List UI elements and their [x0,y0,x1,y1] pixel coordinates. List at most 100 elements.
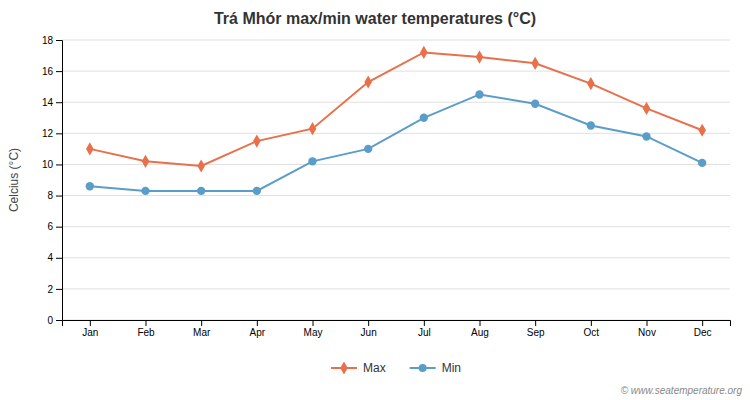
x-tick-mark [480,320,481,326]
y-tick-mark [56,258,62,259]
grid-line [62,40,730,41]
x-tick-label: Nov [638,327,656,338]
x-tick: May [304,320,323,338]
data-point [86,142,94,155]
x-tick: Jul [418,320,431,338]
y-tick: 16 [42,66,62,77]
y-tick: 18 [42,35,62,46]
series [86,90,707,195]
x-tick-label: Aug [471,327,489,338]
x-tick-mark [591,320,592,326]
x-tick-mark [257,320,258,326]
x-tick-mark [90,320,91,326]
x-tick-label: Sep [527,327,545,338]
grid-line [62,195,730,196]
x-tick-label: Oct [584,327,600,338]
y-axis-line [56,41,63,321]
y-tick: 12 [42,128,62,139]
data-point [364,145,372,153]
y-tick-mark [56,227,62,228]
series-group [86,46,707,195]
title: Trá Mhór max/min water temperatures (°C) [214,10,536,27]
x-tick-label: Feb [137,327,155,338]
series-line [90,52,702,166]
data-point [587,121,595,129]
legend-item: Min [410,361,461,375]
x-axis-line [63,321,731,327]
x-tick-label: Apr [250,327,266,338]
y-tick: 14 [42,97,62,108]
y-tick: 8 [47,190,62,201]
y-tick-mark [56,71,62,72]
grid-line [62,71,730,72]
x-tick-label: Jul [418,327,431,338]
x-tick: Dec [694,320,712,338]
x-tick-mark [313,320,314,326]
data-point [364,75,372,88]
x-tick: Oct [584,320,600,338]
x-tick: Jan [82,320,98,338]
data-point [476,51,484,64]
x-tick-label: Jun [361,327,377,338]
data-point [253,187,261,195]
x-tick-mark [368,320,369,326]
x-tick-mark [535,320,536,326]
y-tick: 2 [47,284,62,295]
y-tick-mark [56,133,62,134]
data-point [309,122,317,135]
x-tick: Mar [193,320,211,338]
chart: 0 2 4 6 8 10 12 14 16 18 Jan Feb Mar Apr May Jun Jul Aug S… [0,0,750,400]
legend-swatch-marker [340,361,348,374]
x-tick: Feb [137,320,155,338]
y-tick: 4 [47,252,62,263]
y-tick-label: 14 [42,97,54,108]
data-point [141,187,149,195]
data-point [643,102,651,115]
legend-label: Max [363,361,386,375]
y-tick-label: 12 [42,128,54,139]
y-tick-label: 0 [47,315,53,326]
y-tick-mark [56,40,62,41]
data-point [197,187,205,195]
x-tick-mark [702,320,703,326]
data-point [642,132,650,140]
data-point [475,90,483,98]
x-tick: Jun [361,320,377,338]
x-tick-label: Dec [694,327,712,338]
x-tick: Nov [638,320,656,338]
y-tick-label: 8 [47,190,53,201]
y-tick-label: 16 [42,66,54,77]
grid-line [62,226,730,227]
grid-line [62,164,730,165]
x-tick: Aug [471,320,489,338]
y-tick-label: 18 [42,35,54,46]
grid [62,40,730,320]
legend-label: Min [442,361,461,375]
y-tick-label: 10 [42,159,54,170]
plot-area: 0 2 4 6 8 10 12 14 16 18 Jan Feb Mar Apr May Jun Jul Aug S… [7,35,731,338]
data-point [587,77,595,90]
series [86,46,706,173]
data-point [253,135,261,148]
x-tick-mark [146,320,147,326]
y-tick: 0 [47,315,62,326]
y-tick-label: 2 [47,284,53,295]
data-point [308,157,316,165]
data-point [197,159,205,172]
x-tick: Apr [250,320,266,338]
annotation: © www.seatemperature.org [621,385,743,396]
data-point [142,155,150,168]
legend-swatch-marker [419,364,427,372]
x-tick: Sep [527,320,545,338]
x-tick-mark [201,320,202,326]
x-tick-mark [647,320,648,326]
x-axis: Jan Feb Mar Apr May Jun Jul Aug Sep Oct Nov Dec [63,320,731,338]
data-point [698,159,706,167]
x-tick-mark [424,320,425,326]
legend: Max Min [331,361,461,375]
data-point [531,100,539,108]
y-tick-label: 6 [47,221,53,232]
x-tick-label: Jan [82,327,98,338]
y-axis-title: Celcius (°C) [7,148,21,212]
legend-item: Max [331,361,386,375]
